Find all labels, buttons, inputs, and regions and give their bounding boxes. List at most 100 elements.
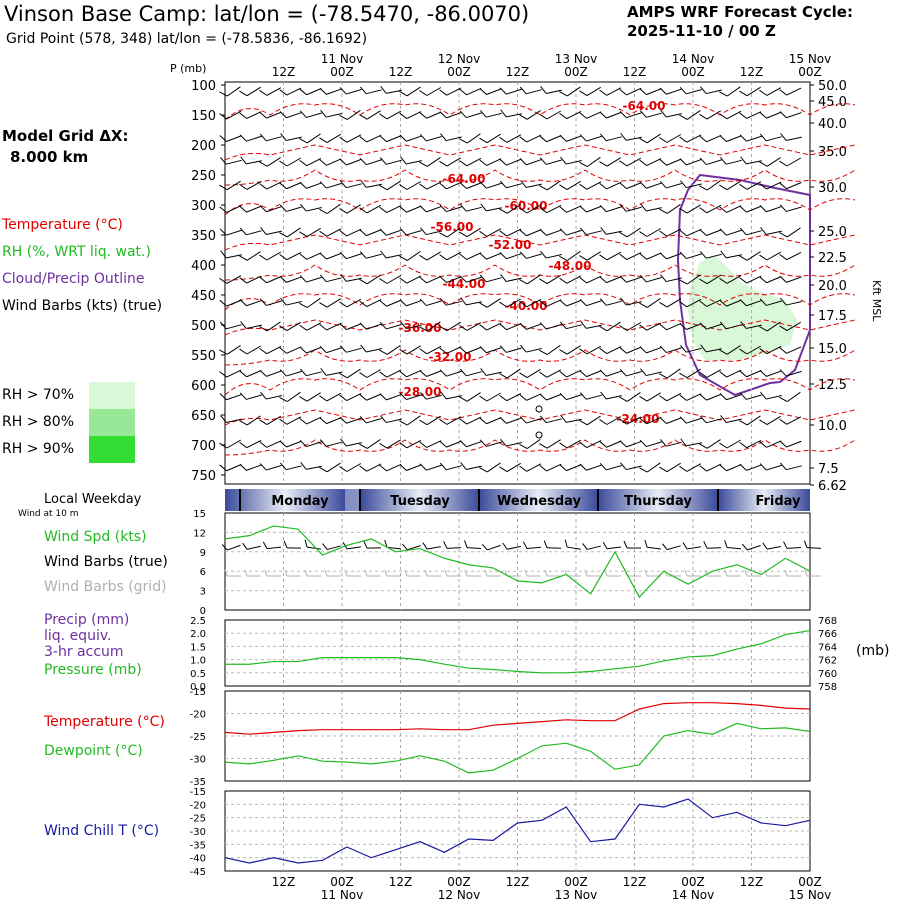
wind-barb-flag xyxy=(559,112,568,120)
surface-wind-barb-shaft xyxy=(427,546,441,550)
surface-wind-barb-flag xyxy=(564,539,568,548)
wind-barb-shaft xyxy=(706,274,721,285)
wind-barb xyxy=(440,298,462,306)
wind-barb xyxy=(239,205,262,213)
wind-barb-shaft xyxy=(646,158,662,167)
wind-barb xyxy=(559,299,582,307)
surface-wind-barb-shaft xyxy=(726,546,742,550)
surface-wind-barb-flag xyxy=(502,542,508,550)
wind-barb-shaft xyxy=(386,205,402,214)
wind-barb-shaft xyxy=(766,157,781,167)
wind-barb-flag xyxy=(259,161,268,167)
wind-barb-flag xyxy=(539,349,548,355)
wind-barb-shaft xyxy=(566,394,582,401)
wind-barb-flag xyxy=(739,392,747,400)
wind-barb-flag xyxy=(499,136,508,143)
wind-barb-flag xyxy=(279,160,288,167)
bottom-time-tick-label: 12Z xyxy=(272,875,296,889)
wind-barb-flag xyxy=(359,278,368,285)
bottom-date-label: 14 Nov xyxy=(672,888,715,900)
top-time-tick-label: 12Z xyxy=(623,65,647,79)
wind-barb xyxy=(700,344,722,353)
wind-barb-flag xyxy=(439,182,447,190)
surface-wind-barb-shaft xyxy=(487,544,501,551)
wind-barb-flag xyxy=(379,206,388,213)
wind-barb xyxy=(579,298,602,307)
wind-barb-flag xyxy=(619,418,628,425)
wind-barb-flag xyxy=(259,441,267,448)
wind-barb-flag xyxy=(540,250,547,259)
surface-wind-barb-shaft xyxy=(686,546,701,550)
wind-barb xyxy=(460,462,482,470)
wind-barb-shaft xyxy=(486,252,502,260)
wind-barb-shaft xyxy=(526,438,541,449)
wind-barb-shaft xyxy=(286,300,302,306)
wind-barb-flag xyxy=(779,347,787,354)
wind-barb-shaft xyxy=(706,348,722,353)
wind-barb-flag xyxy=(779,275,787,283)
wind-barb-flag xyxy=(400,321,407,329)
grid-wind-barb-flag xyxy=(304,569,308,577)
wind-barb-shaft xyxy=(546,274,561,285)
wind-barb xyxy=(699,274,721,285)
wind-barb xyxy=(379,275,402,284)
wind-barb-flag xyxy=(359,394,367,401)
wind-barb-flag xyxy=(319,466,328,473)
legend-swatch-rh80 xyxy=(89,409,135,436)
wind-barb-shaft xyxy=(686,347,702,353)
wind-barb-flag xyxy=(460,462,467,470)
wind-barb xyxy=(259,298,282,306)
grid-wind-barb-flag xyxy=(444,569,448,577)
wind-barb xyxy=(599,276,622,284)
legend-rh80: RH > 80% xyxy=(2,414,75,430)
wind-barb xyxy=(479,439,502,447)
wind-barb-flag xyxy=(419,370,427,377)
wind-barb xyxy=(499,368,521,379)
wind-barb xyxy=(780,133,802,141)
wind-barb xyxy=(500,109,522,118)
wind-barb-flag xyxy=(639,231,648,237)
wind-barb-shaft xyxy=(686,183,702,189)
wind-barb-shaft xyxy=(546,393,562,401)
wind-barb-flag xyxy=(759,89,768,96)
wind-barb xyxy=(640,203,662,212)
wind-barb xyxy=(739,275,762,284)
wind-barb-shaft xyxy=(246,230,262,236)
wind-barb-flag xyxy=(359,465,368,472)
wind-barb xyxy=(400,321,422,330)
grid-wind-barb xyxy=(524,569,541,577)
wind-barb-flag xyxy=(599,204,607,213)
wind-barb-shaft xyxy=(646,277,662,283)
temperature-contour xyxy=(224,234,856,251)
wind-barb-flag xyxy=(559,299,567,307)
wind-barb-shaft xyxy=(286,440,302,448)
wind-barb-shaft xyxy=(786,227,801,238)
wind-barb xyxy=(539,204,562,214)
wind-barb-shaft xyxy=(326,371,342,376)
wind-barb-shaft xyxy=(746,86,761,97)
wind-barb xyxy=(259,321,281,332)
wind-barb-flag xyxy=(459,440,467,448)
wind-barb-flag xyxy=(479,159,487,166)
wind-barb-shaft xyxy=(686,298,702,308)
wind-barb-flag xyxy=(659,252,667,260)
wind-barb-flag xyxy=(759,276,767,284)
surface-wind-barb xyxy=(582,543,601,550)
wind-barb xyxy=(219,275,242,284)
wind-barb xyxy=(239,227,262,236)
surface-wind-barb-shaft xyxy=(526,546,542,550)
wind-barb-flag xyxy=(219,91,228,97)
wind-barb xyxy=(360,179,382,188)
wind-barb-flag xyxy=(320,109,327,118)
wind-barb-shaft xyxy=(446,111,462,119)
wind-barb-flag xyxy=(779,253,788,261)
wind-barb-flag xyxy=(559,349,568,355)
grid-wind-barb xyxy=(604,569,621,577)
wind-barb-shaft xyxy=(226,254,242,259)
wind-barb-shaft xyxy=(586,156,601,167)
wind-barb-flag xyxy=(379,157,387,165)
wind-barb xyxy=(560,414,582,423)
wind-barb-shaft xyxy=(686,158,702,166)
wind-barb-flag xyxy=(759,419,768,426)
wind-barb-shaft xyxy=(766,345,782,355)
